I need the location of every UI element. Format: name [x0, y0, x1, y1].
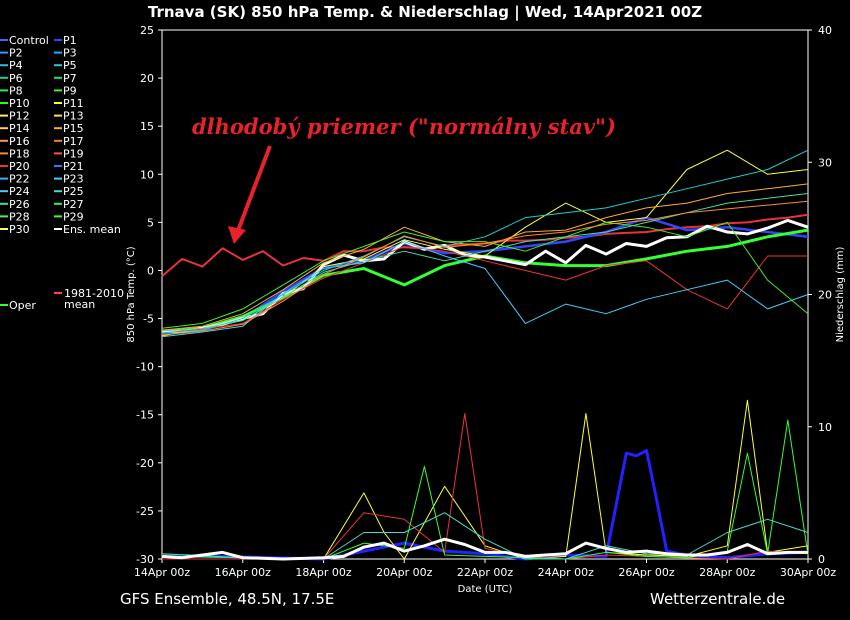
- y-tick-label: -10: [136, 361, 154, 374]
- y-tick-label: -5: [143, 313, 154, 326]
- annotation-long-term-mean: dlhodobý priemer ("normálny stav"): [192, 114, 616, 139]
- legend-label: P7: [63, 72, 77, 85]
- precip-series-line: [161, 512, 809, 560]
- legend-label: P9: [63, 84, 77, 97]
- x-tick-label: 20Apr 00z: [376, 566, 433, 579]
- legend-label: P30: [9, 223, 30, 236]
- footer-brand: Wetterzentrale.de: [650, 590, 786, 608]
- legend-label: P28: [9, 210, 30, 223]
- legend-label: P1: [63, 34, 77, 47]
- annotation-arrow-head: [228, 226, 246, 244]
- legend-label: P4: [9, 59, 23, 72]
- legend-label: P13: [63, 110, 84, 123]
- legend-label: P24: [9, 185, 30, 198]
- y-tick-label: 25: [140, 24, 154, 37]
- y-axis-label: 850 hPa Temp. (°C): [126, 246, 137, 342]
- x-tick-label: 30Apr 00z: [780, 566, 837, 579]
- y-tick-label: 15: [140, 120, 154, 133]
- y-tick-label: 5: [147, 216, 154, 229]
- footer-model-info: GFS Ensemble, 48.5N, 17.5E: [120, 590, 335, 608]
- y2-tick-label: 0: [818, 553, 825, 566]
- temp-series-line: [161, 241, 809, 338]
- legend-label: P5: [63, 59, 77, 72]
- precip-series-line: [161, 419, 809, 560]
- y2-tick-label: 10: [818, 421, 832, 434]
- x-tick-label: 28Apr 00z: [699, 566, 756, 579]
- legend-label: Oper: [9, 299, 36, 312]
- y2-tick-label: 30: [818, 156, 832, 169]
- y2-tick-label: 20: [818, 289, 832, 302]
- legend-label: P26: [9, 198, 30, 211]
- y-tick-label: -20: [136, 457, 154, 470]
- legend-label: 1981-2010: [64, 287, 124, 300]
- x-tick-label: 14Apr 00z: [134, 566, 191, 579]
- temp-series-line: [161, 221, 809, 329]
- legend-label: P20: [9, 160, 30, 173]
- temp-series-line: [161, 213, 809, 277]
- legend-label: P15: [63, 122, 84, 135]
- legend-label-cont: mean: [64, 298, 95, 311]
- y2-axis-label: Niederschlag (mm): [835, 247, 846, 343]
- precip-series-line: [161, 449, 809, 561]
- annotation-arrow-shaft: [234, 145, 272, 237]
- y2-tick-label: 40: [818, 24, 832, 37]
- temp-series-line: [161, 183, 809, 331]
- legend-label: Control: [9, 34, 49, 47]
- legend-label: P25: [63, 185, 84, 198]
- legend-label: P3: [63, 47, 77, 60]
- legend-label: Ens. mean: [63, 223, 121, 236]
- x-tick-label: 22Apr 00z: [457, 566, 514, 579]
- precip-series-line: [162, 399, 809, 560]
- legend-label: P2: [9, 47, 23, 60]
- precip-series-line: [162, 413, 809, 560]
- legend-label: P29: [63, 210, 84, 223]
- temp-series-line: [161, 149, 809, 334]
- x-axis-label: Date (UTC): [458, 584, 513, 595]
- legend-label: P18: [9, 147, 30, 160]
- legend-label: P23: [63, 173, 84, 186]
- legend-label: P27: [63, 198, 84, 211]
- temp-series-line: [161, 228, 809, 334]
- y-tick-label: -30: [136, 553, 154, 566]
- temp-series-line: [161, 216, 809, 336]
- temp-series-line: [161, 245, 808, 334]
- precip-series-line: [161, 537, 808, 561]
- legend-label: P22: [9, 173, 30, 186]
- legend-label: P19: [63, 147, 84, 160]
- y-tick-label: -25: [136, 505, 154, 518]
- temp-series-line: [161, 193, 809, 332]
- legend-label: P6: [9, 72, 23, 85]
- chart-legend: Control P1 P2 P3 P4 P5 P6 P7 P8 P9 P10 P11 P12 P13 P14…: [0, 34, 124, 312]
- x-tick-label: 24Apr 00z: [538, 566, 595, 579]
- y-tick-label: 10: [140, 168, 154, 181]
- legend-label: P16: [9, 135, 30, 148]
- x-tick-label: 26Apr 00z: [618, 566, 675, 579]
- plot-area: [161, 145, 809, 561]
- legend-label: P12: [9, 110, 30, 123]
- y-tick-label: 0: [147, 264, 154, 277]
- legend-label: P8: [9, 84, 23, 97]
- legend-label: P11: [63, 97, 84, 110]
- x-tick-label: 16Apr 00z: [215, 566, 272, 579]
- legend-label: P21: [63, 160, 84, 173]
- plot-frame: [161, 29, 809, 560]
- legend-label: P10: [9, 97, 30, 110]
- y-tick-label: 20: [140, 72, 154, 85]
- x-tick-label: 18Apr 00z: [295, 566, 352, 579]
- temp-series-line: [161, 200, 809, 336]
- legend-label: P17: [63, 135, 84, 148]
- y-tick-label: -15: [136, 409, 154, 422]
- legend-label: P14: [9, 122, 30, 135]
- chart-title: Trnava (SK) 850 hPa Temp. & Niederschlag…: [147, 3, 703, 21]
- chart-axes: 25 20 15 10 5 0 -5 -10 -15 -20 -25 -30 40 30 20 10 0 14Ap…: [126, 24, 846, 595]
